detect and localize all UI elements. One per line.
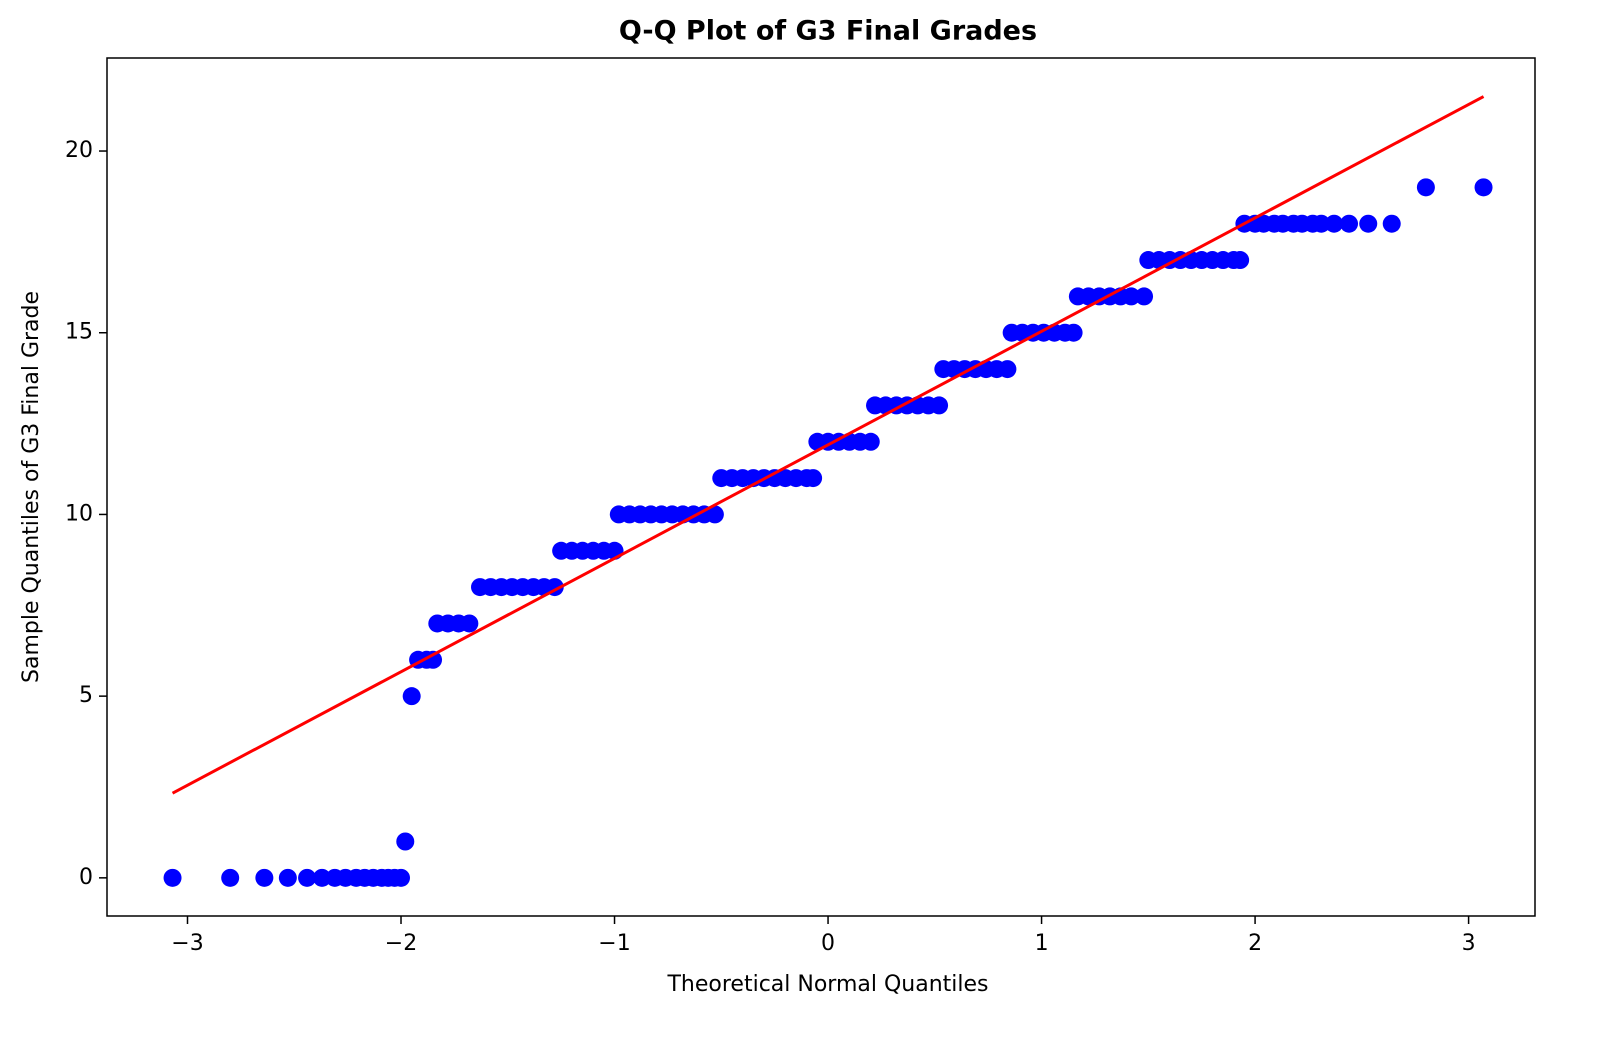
x-tick-label: −3 <box>171 931 203 956</box>
x-tick-label: 0 <box>821 931 835 956</box>
chart-title: Q-Q Plot of G3 Final Grades <box>619 16 1037 47</box>
y-axis-label: Sample Quantiles of G3 Final Grade <box>19 291 44 683</box>
data-point <box>278 868 297 887</box>
data-point <box>402 687 421 706</box>
data-point <box>396 832 415 851</box>
y-tick-label: 15 <box>65 320 93 345</box>
data-point <box>998 360 1017 379</box>
data-point <box>424 650 443 669</box>
y-tick-label: 0 <box>79 865 93 890</box>
data-point <box>861 432 880 451</box>
x-tick-label: −2 <box>385 931 417 956</box>
data-point <box>163 868 182 887</box>
data-point <box>1064 323 1083 342</box>
data-point <box>1340 214 1359 233</box>
y-tick-label: 10 <box>65 501 93 526</box>
data-point <box>255 868 274 887</box>
x-tick-label: 1 <box>1035 931 1049 956</box>
data-point <box>460 614 479 633</box>
data-point <box>705 505 724 524</box>
data-point <box>1382 214 1401 233</box>
data-point <box>930 396 949 415</box>
data-point <box>1122 287 1141 306</box>
x-tick-label: 3 <box>1462 931 1476 956</box>
fit-line <box>171 95 1485 795</box>
data-point <box>298 868 317 887</box>
data-point <box>1359 214 1378 233</box>
data-point <box>804 469 823 488</box>
data-point <box>1474 178 1493 197</box>
data-point <box>1312 214 1331 233</box>
data-point <box>1135 287 1154 306</box>
data-point <box>313 868 332 887</box>
data-point <box>1325 214 1344 233</box>
x-tick-label: −1 <box>598 931 630 956</box>
data-point <box>1231 251 1250 270</box>
data-point <box>221 868 240 887</box>
y-tick-label: 20 <box>65 138 93 163</box>
y-tick-label: 5 <box>79 683 93 708</box>
data-point <box>1416 178 1435 197</box>
plot-frame <box>106 57 1536 917</box>
data-point <box>392 868 411 887</box>
x-tick-label: 2 <box>1248 931 1262 956</box>
x-axis-label: Theoretical Normal Quantiles <box>666 972 988 997</box>
